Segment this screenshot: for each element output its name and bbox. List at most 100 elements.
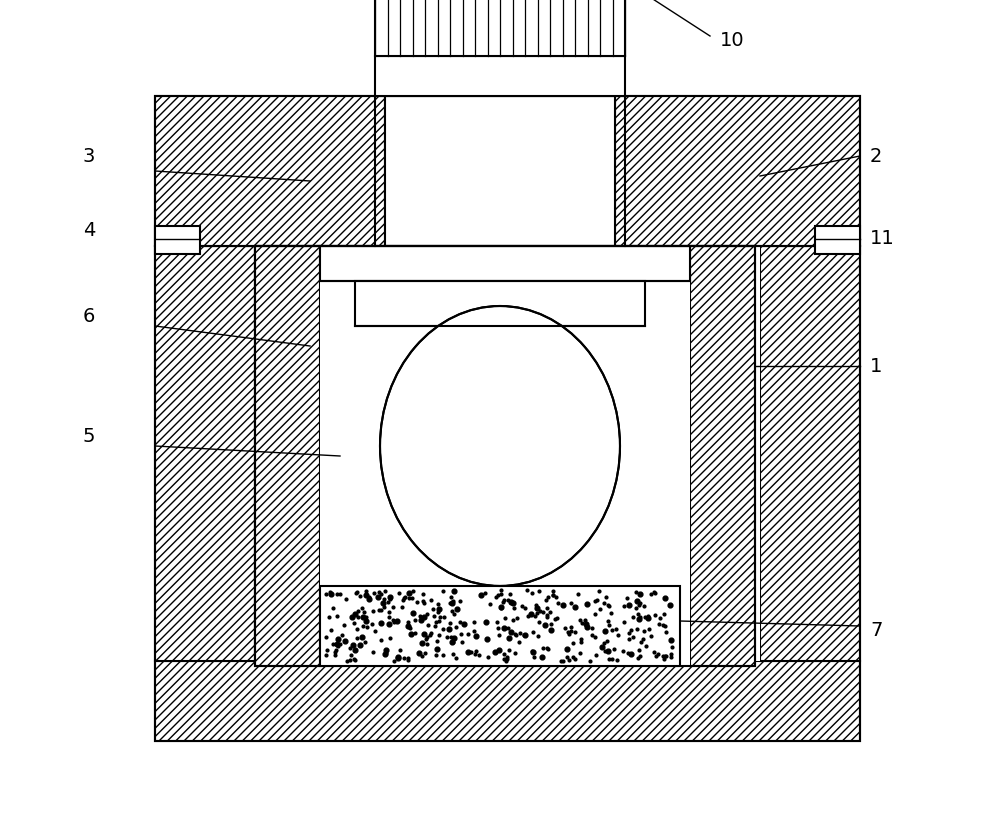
Point (349, 632, 365, 645)
Point (478, 615, 494, 628)
Point (443, 631, 459, 644)
Point (606, 642, 622, 655)
Point (529, 601, 545, 614)
Point (473, 588, 489, 601)
Point (454, 636, 470, 649)
Point (418, 632, 434, 645)
Point (498, 654, 514, 667)
Point (664, 640, 680, 653)
Point (499, 652, 515, 665)
Point (530, 630, 546, 643)
Point (550, 596, 566, 610)
Text: 10: 10 (720, 32, 745, 51)
Point (587, 607, 603, 620)
Point (385, 614, 401, 627)
Point (657, 591, 673, 604)
Point (592, 602, 608, 615)
Point (524, 586, 540, 599)
Bar (320, 586, 680, 666)
Point (392, 643, 408, 656)
Point (604, 623, 620, 636)
Point (493, 583, 509, 596)
Point (538, 593, 554, 606)
Point (444, 605, 460, 618)
Point (507, 628, 523, 641)
Point (616, 600, 632, 613)
Point (436, 610, 452, 623)
Point (567, 652, 583, 665)
Point (442, 596, 458, 610)
Point (411, 646, 427, 659)
Point (426, 610, 442, 623)
Point (444, 636, 460, 649)
Point (365, 604, 381, 617)
Point (400, 615, 416, 628)
Point (482, 597, 498, 610)
Point (371, 603, 387, 616)
Point (655, 650, 671, 663)
Point (416, 628, 432, 641)
Point (327, 645, 343, 659)
Point (403, 628, 419, 641)
Point (428, 649, 444, 662)
Point (539, 642, 555, 655)
Point (531, 584, 547, 597)
Point (477, 587, 493, 600)
Point (608, 623, 624, 636)
Bar (255, 246, 320, 666)
Point (390, 650, 406, 663)
Point (342, 654, 358, 667)
Point (500, 621, 516, 634)
Point (490, 588, 506, 601)
Point (506, 601, 522, 614)
Point (631, 644, 647, 657)
Bar (615, 96, 860, 246)
Point (332, 637, 348, 650)
Point (620, 647, 636, 660)
Point (596, 597, 612, 610)
Point (631, 599, 647, 612)
Point (636, 600, 652, 613)
Point (407, 627, 423, 640)
Point (631, 613, 647, 626)
Point (435, 622, 451, 635)
Point (467, 647, 483, 660)
Point (460, 645, 476, 659)
Point (557, 621, 573, 634)
Point (535, 605, 551, 619)
Point (400, 619, 416, 632)
Point (563, 596, 579, 610)
Point (598, 590, 614, 603)
Point (493, 587, 509, 600)
Point (397, 590, 413, 603)
Point (500, 594, 516, 607)
Point (502, 587, 518, 600)
Point (412, 610, 428, 623)
Point (349, 586, 365, 599)
Point (432, 610, 448, 623)
Bar (155, 246, 255, 661)
Point (589, 594, 605, 607)
Point (633, 636, 649, 649)
Point (621, 627, 637, 640)
Point (323, 624, 339, 637)
Point (496, 647, 512, 660)
Point (431, 602, 447, 615)
Point (601, 599, 617, 612)
Bar (320, 246, 690, 281)
Point (505, 614, 521, 627)
Point (377, 584, 393, 597)
Point (361, 592, 377, 605)
Point (356, 605, 372, 619)
Point (345, 638, 361, 651)
Point (488, 590, 504, 603)
Point (423, 594, 439, 607)
Bar (255, 246, 760, 661)
Bar (155, 96, 385, 246)
Point (448, 652, 464, 665)
Point (445, 636, 461, 649)
Point (415, 588, 431, 601)
Point (579, 597, 595, 610)
Point (658, 626, 674, 639)
Point (578, 618, 594, 631)
